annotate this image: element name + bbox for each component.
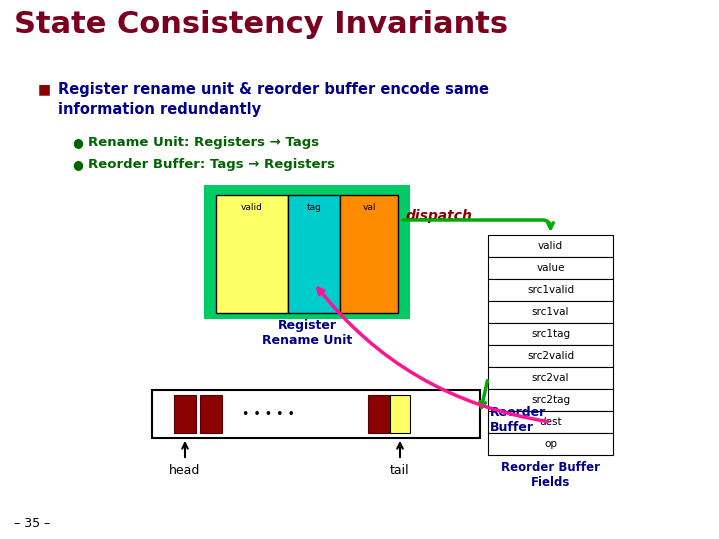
Bar (488, 345, 613, 367)
Text: head: head (169, 464, 201, 477)
Bar (488, 389, 613, 411)
Text: valid: valid (241, 203, 263, 212)
Text: src1tag: src1tag (531, 329, 570, 339)
Bar (216, 195, 288, 313)
Bar (368, 395, 390, 433)
Text: Register
Rename Unit: Register Rename Unit (262, 319, 352, 347)
Bar (488, 235, 613, 257)
Text: src1val: src1val (532, 307, 569, 317)
Text: • • • • •: • • • • • (242, 407, 295, 420)
Bar (390, 395, 410, 433)
Text: Register rename unit & reorder buffer encode same
information redundantly: Register rename unit & reorder buffer en… (58, 82, 489, 117)
Text: op: op (544, 439, 557, 449)
Text: tail: tail (390, 464, 410, 477)
Bar (340, 195, 398, 313)
Bar (488, 279, 613, 301)
Bar (488, 433, 613, 455)
Text: – 35 –: – 35 – (14, 517, 50, 530)
Text: Reorder Buffer: Tags → Registers: Reorder Buffer: Tags → Registers (88, 158, 335, 171)
Text: value: value (536, 263, 564, 273)
Bar (488, 411, 613, 433)
Text: Reorder
Buffer: Reorder Buffer (490, 406, 546, 434)
Bar (488, 367, 613, 389)
Text: ●: ● (72, 158, 83, 171)
Bar (152, 390, 480, 438)
Text: src2valid: src2valid (527, 351, 574, 361)
Text: ■: ■ (38, 82, 51, 96)
Text: dispatch: dispatch (406, 209, 473, 223)
Text: val: val (362, 203, 376, 212)
Text: src1valid: src1valid (527, 285, 574, 295)
Bar (488, 301, 613, 323)
Bar (174, 395, 196, 433)
Text: src2val: src2val (532, 373, 569, 383)
Bar (488, 323, 613, 345)
Text: ●: ● (72, 136, 83, 149)
Text: dest: dest (539, 417, 562, 427)
Bar (204, 185, 410, 319)
Text: State Consistency Invariants: State Consistency Invariants (14, 10, 508, 39)
Text: Reorder Buffer
Fields: Reorder Buffer Fields (501, 461, 600, 489)
Text: Rename Unit: Registers → Tags: Rename Unit: Registers → Tags (88, 136, 319, 149)
Bar (288, 195, 340, 313)
Text: valid: valid (538, 241, 563, 251)
Text: src2tag: src2tag (531, 395, 570, 405)
Bar (200, 395, 222, 433)
Bar (488, 257, 613, 279)
Text: tag: tag (306, 203, 321, 212)
